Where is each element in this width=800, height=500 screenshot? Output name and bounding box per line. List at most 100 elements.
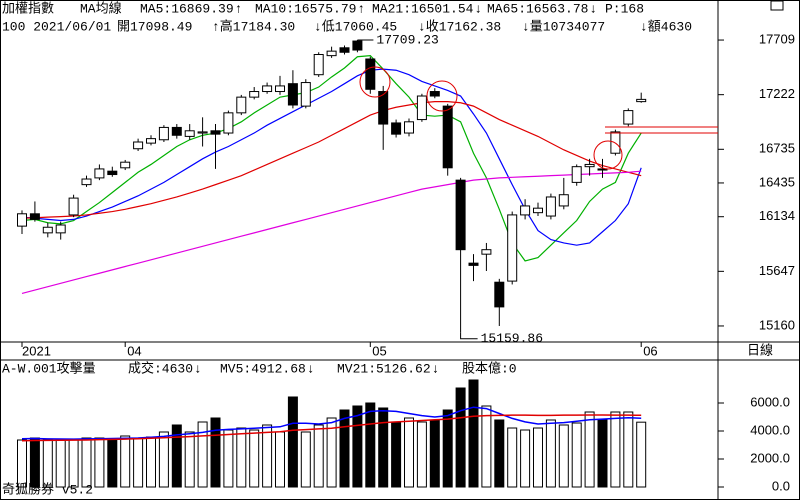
annotation: 15159.86 (481, 331, 543, 346)
price-panel: 17709.23 15159.86 (17, 32, 647, 346)
volume-label: 成交:4630 (128, 360, 193, 376)
legend-arrow: ↑ (235, 1, 243, 16)
volume-bar (171, 424, 182, 488)
volume-bar (442, 409, 453, 488)
y-tick-label: 16735 (759, 141, 795, 156)
volume-arrow: ↓ (194, 361, 202, 376)
candle-body (494, 281, 505, 308)
candle-body (404, 121, 414, 134)
x-tick-label: 06 (643, 343, 657, 358)
candle-body (184, 130, 195, 137)
y-tick-label: 2000.0 (750, 450, 790, 465)
volume-bar (558, 424, 569, 488)
candle-body (545, 196, 556, 217)
candle-body (120, 161, 131, 169)
y-tick-label: 17222 (759, 86, 795, 101)
candle-body (249, 91, 260, 98)
volume-bar (107, 439, 118, 488)
volume-bar (29, 437, 40, 488)
volume-bar (404, 417, 414, 488)
volume-bar (146, 436, 156, 488)
y-tick-label: 16435 (759, 174, 795, 189)
ma-line (21, 68, 642, 246)
x-tick-label: 2021 (22, 343, 51, 358)
quote-info: ↓低17060.45 (314, 19, 397, 34)
volume-bar (42, 439, 53, 488)
volume-bar (636, 421, 647, 488)
volume-bar (81, 437, 92, 488)
candle-body (365, 58, 376, 90)
window-icon[interactable] (770, 0, 784, 11)
volume-bar (197, 421, 208, 488)
chart-subtitle: MA均線 (80, 0, 122, 16)
volume-bar (391, 421, 402, 488)
volume-bar (571, 422, 582, 488)
volume-bar (262, 424, 273, 488)
volume-bar (481, 405, 492, 488)
candle-body (429, 91, 440, 97)
y-tick-label: 4000.0 (750, 422, 790, 437)
candle-body (210, 130, 221, 135)
candle-body (339, 47, 350, 53)
candle-body (391, 122, 402, 135)
volume-bar (455, 387, 466, 488)
candle-body (636, 98, 647, 103)
capital-label: 股本億:0 (462, 360, 517, 376)
x-tick-label: 04 (127, 343, 141, 358)
period-label: 日線 (747, 342, 773, 357)
quote-info: ↓額4630 (640, 19, 692, 34)
y-tick-label: 15160 (759, 317, 795, 332)
candle-body (468, 262, 479, 266)
volume-bar (133, 437, 144, 488)
volume-bar (545, 419, 556, 488)
y-tick-label: 0.0 (772, 478, 790, 493)
legend-entry: MA65:16563.78 (487, 1, 588, 16)
volume-bar (494, 419, 505, 488)
volume-bar (339, 409, 350, 488)
volume-bar (17, 439, 27, 488)
volume-bar (158, 431, 169, 488)
volume-bar (68, 439, 79, 488)
volume-bar (610, 411, 621, 488)
volume-bar (429, 419, 440, 488)
candle-body (584, 163, 595, 168)
quote-info: ↓量10734077 (522, 19, 605, 34)
quote-info: 開17098.49 (117, 19, 192, 34)
volume-bar (352, 405, 363, 488)
candle-body (481, 249, 492, 255)
quote-info: ↓收17162.38 (418, 19, 501, 34)
candle-body (68, 197, 79, 216)
ma-line (21, 55, 642, 262)
candle-body (55, 224, 66, 234)
candle-body (507, 214, 518, 282)
highlight-circle (593, 140, 623, 170)
volume-bar (300, 431, 311, 488)
y-tick-label: 16134 (759, 208, 795, 223)
legend-arrow: ↓ (432, 361, 440, 376)
legend-arrow: ↓ (307, 361, 315, 376)
candle-body (300, 82, 311, 107)
candle-body (107, 170, 118, 176)
volume-bar (287, 396, 298, 488)
ma-line (21, 170, 642, 295)
candle-body (313, 54, 324, 76)
candle-body (94, 168, 105, 179)
volume-bar (210, 417, 221, 488)
y-tick-label: 17709 (759, 31, 795, 46)
candle-body (17, 213, 27, 227)
y-tick-label: 15647 (759, 263, 795, 278)
volume-bar (584, 411, 595, 488)
quote-info: 100 2021/06/01 (2, 19, 111, 34)
quote-info: ↑高17184.30 (212, 18, 295, 34)
volume-bar (223, 429, 234, 488)
drawings (359, 66, 718, 170)
candle-body (571, 166, 582, 183)
candle-body (558, 194, 569, 207)
volume-bar (184, 431, 195, 488)
legend-entry: MA21:16501.54 (372, 1, 474, 16)
volume-bar (313, 424, 324, 488)
x-tick-label: 05 (372, 343, 386, 358)
candle-body (442, 105, 453, 169)
